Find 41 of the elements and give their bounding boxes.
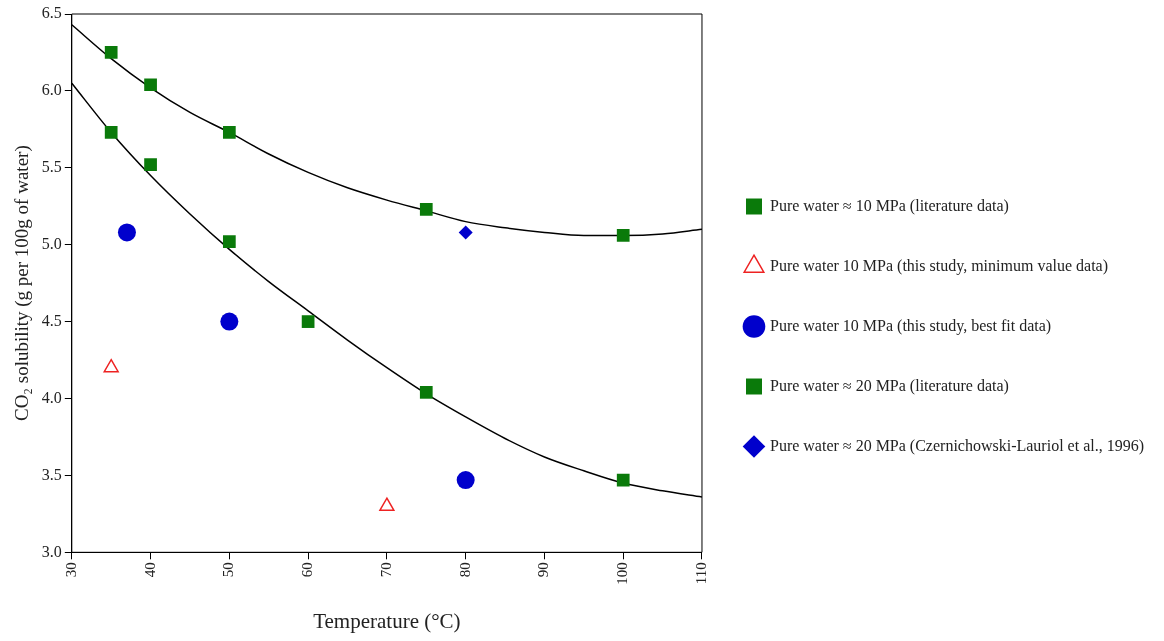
point xyxy=(419,202,433,216)
y-tick-label: 5.5 xyxy=(41,158,62,175)
y-tick-label: 4.0 xyxy=(41,388,62,406)
legend-label: Pure water ≈ 20 MPa (literature data) xyxy=(769,376,1009,395)
y-tick-label: 3.0 xyxy=(41,542,62,560)
x-tick-label: 70 xyxy=(377,562,394,578)
x-tick-label: 110 xyxy=(692,562,709,585)
point xyxy=(379,497,395,511)
y-tick-label: 5.0 xyxy=(41,234,62,252)
point xyxy=(616,229,630,242)
x-tick-label: 80 xyxy=(456,562,473,578)
x-tick-label: 100 xyxy=(614,562,631,585)
point xyxy=(104,46,118,59)
point xyxy=(458,225,473,240)
point xyxy=(222,235,236,248)
x-tick-label: 90 xyxy=(535,562,552,578)
point xyxy=(117,223,136,242)
point xyxy=(456,471,475,490)
legend-label: Pure water ≈ 20 MPa (Czernichowski-Lauriol et al., 1996) xyxy=(769,436,1144,455)
x-tick-label: 50 xyxy=(220,562,237,578)
y-tick-label: 6.0 xyxy=(41,81,62,99)
point xyxy=(301,315,315,328)
x-tick-label: 40 xyxy=(141,562,158,578)
point xyxy=(616,473,630,487)
x-tick-label: 30 xyxy=(62,562,79,578)
y-axis-title: CO₂ solubility (g per 100g of water) xyxy=(11,145,34,422)
legend-label: Pure water 10 MPa (this study, minimum value data) xyxy=(769,256,1108,275)
point xyxy=(222,126,236,139)
x-axis-title: Temperature (°C) xyxy=(313,608,461,633)
point xyxy=(144,158,157,172)
point xyxy=(419,385,433,399)
x-tick-label: 60 xyxy=(299,562,316,578)
point xyxy=(103,358,119,373)
point xyxy=(104,126,118,139)
y-tick-label: 6.5 xyxy=(41,4,62,22)
y-tick-label: 3.5 xyxy=(41,465,62,483)
legend-label: Pure water ≈ 10 MPa (literature data) xyxy=(769,196,1009,215)
legend-label: Pure water 10 MPa (this study, best fit data) xyxy=(769,316,1052,335)
point xyxy=(144,78,157,92)
point xyxy=(220,312,239,331)
y-tick-label: 4.5 xyxy=(41,311,62,329)
